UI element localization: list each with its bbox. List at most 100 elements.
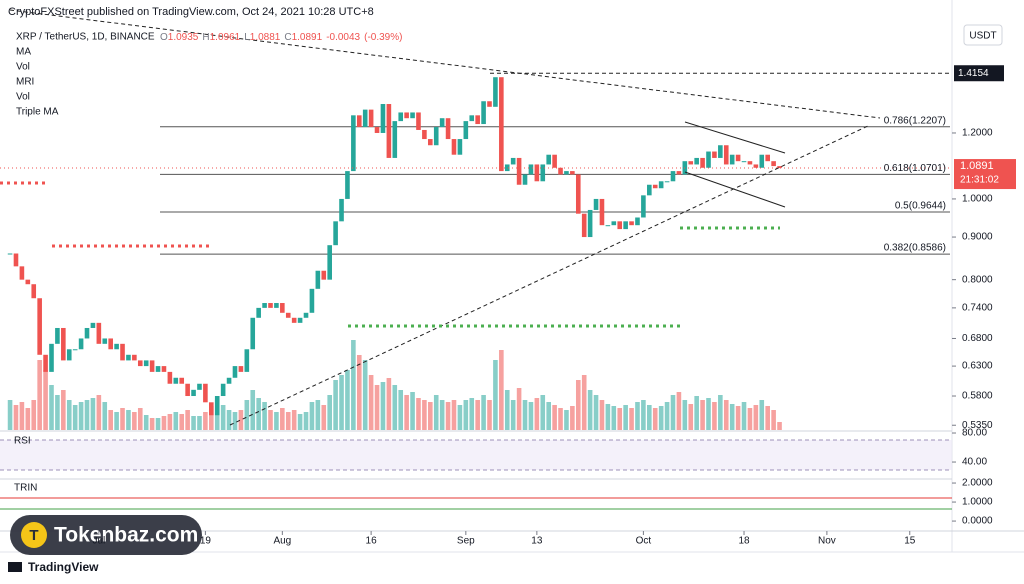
candle <box>422 129 427 140</box>
volume-bar <box>351 340 356 430</box>
candle <box>197 383 202 390</box>
volume-bar <box>149 418 155 430</box>
volume-bar <box>463 400 469 430</box>
candle <box>220 383 226 397</box>
candle <box>617 221 623 230</box>
candle <box>90 322 96 328</box>
candle <box>102 338 108 344</box>
candle <box>280 303 285 313</box>
ohlc-value: 1.0961 <box>210 32 241 43</box>
volume-bar <box>777 422 782 430</box>
watermark-icon <box>21 522 47 548</box>
volume-bar <box>114 412 119 430</box>
candle <box>72 349 78 351</box>
candle <box>777 166 782 169</box>
volume-bar <box>78 402 84 430</box>
candle <box>392 121 398 158</box>
candle <box>522 174 528 185</box>
candle <box>439 118 445 127</box>
candle <box>416 112 421 130</box>
candle <box>43 354 48 372</box>
volume-bar <box>457 405 463 430</box>
volume-bar <box>765 406 770 430</box>
candle <box>19 266 25 280</box>
ohlc-key: L <box>244 32 250 43</box>
volume-bar <box>528 402 534 430</box>
volume-bar <box>700 400 705 430</box>
volume-bar <box>362 360 368 430</box>
volume-bar <box>759 400 765 430</box>
volume-bar <box>19 402 25 430</box>
currency[interactable]: USDT <box>969 31 996 42</box>
candle <box>84 327 90 339</box>
candle <box>593 198 599 210</box>
volume-bar <box>238 410 244 430</box>
candle <box>345 171 350 199</box>
volume-bar <box>137 408 143 430</box>
volume-bar <box>688 404 694 430</box>
rsi-tick-label: 80.00 <box>962 428 987 439</box>
volume-bar <box>72 405 78 430</box>
volume-bar <box>635 402 640 430</box>
volume-bar <box>327 395 332 430</box>
watermark-icon-letter: T <box>29 527 38 544</box>
volume-bar <box>333 380 338 430</box>
candle <box>759 154 765 168</box>
candle <box>309 288 315 313</box>
high-tag-label: 1.4154 <box>958 68 989 79</box>
volume-bar <box>49 385 54 430</box>
candle <box>226 377 232 384</box>
indicator: Triple MA <box>16 107 59 118</box>
candle <box>635 217 640 226</box>
volume-bar <box>581 375 587 430</box>
volume-bar <box>416 398 421 430</box>
volume-bar <box>197 416 202 430</box>
candle <box>688 161 694 165</box>
volume-bar <box>297 414 303 430</box>
volume-bar <box>552 405 557 430</box>
volume-bar <box>268 410 273 430</box>
volume-bar <box>575 380 581 430</box>
candle <box>368 109 374 127</box>
ohlc: O1.0935 H1.0961 L1.0881 C1.0891 -0.0043 (-0.3… <box>160 32 402 43</box>
candle <box>534 164 540 182</box>
fib-label: 0.618(1.0701) <box>884 163 946 174</box>
last-price-label: 1.0891 <box>960 160 994 172</box>
volume-bar <box>303 412 309 430</box>
ohlc-value: 1.0891 <box>292 32 323 43</box>
candle <box>256 307 261 318</box>
y-tick-label: 1.2000 <box>962 128 993 139</box>
candle <box>114 343 119 350</box>
candle <box>250 317 256 350</box>
volume-bar <box>37 360 42 430</box>
candle <box>167 371 173 384</box>
footer-logo <box>8 562 22 572</box>
volume-bar <box>203 412 208 430</box>
candle <box>327 245 332 280</box>
volume-bar <box>771 410 776 430</box>
volume-bar <box>143 415 149 430</box>
candle <box>25 279 31 285</box>
volume-bar <box>285 412 291 430</box>
volume-bar <box>558 408 563 430</box>
candle <box>723 145 729 165</box>
candle <box>333 221 338 246</box>
candle <box>268 303 273 308</box>
volume-bar <box>108 410 113 430</box>
candle <box>356 115 362 127</box>
candle <box>78 338 84 350</box>
candle <box>291 317 297 323</box>
candle <box>433 126 439 146</box>
currency-button[interactable] <box>963 24 1003 46</box>
volume-bar <box>220 405 226 430</box>
change: -0.0043 <box>326 32 360 43</box>
candle <box>137 360 143 367</box>
volume-bar <box>380 382 386 430</box>
volume-bar <box>694 396 699 430</box>
candle <box>611 221 617 226</box>
rsi-title: RSI <box>14 436 31 447</box>
candle <box>7 253 13 255</box>
candle <box>380 104 386 133</box>
candle <box>652 184 658 189</box>
candle <box>120 343 125 361</box>
